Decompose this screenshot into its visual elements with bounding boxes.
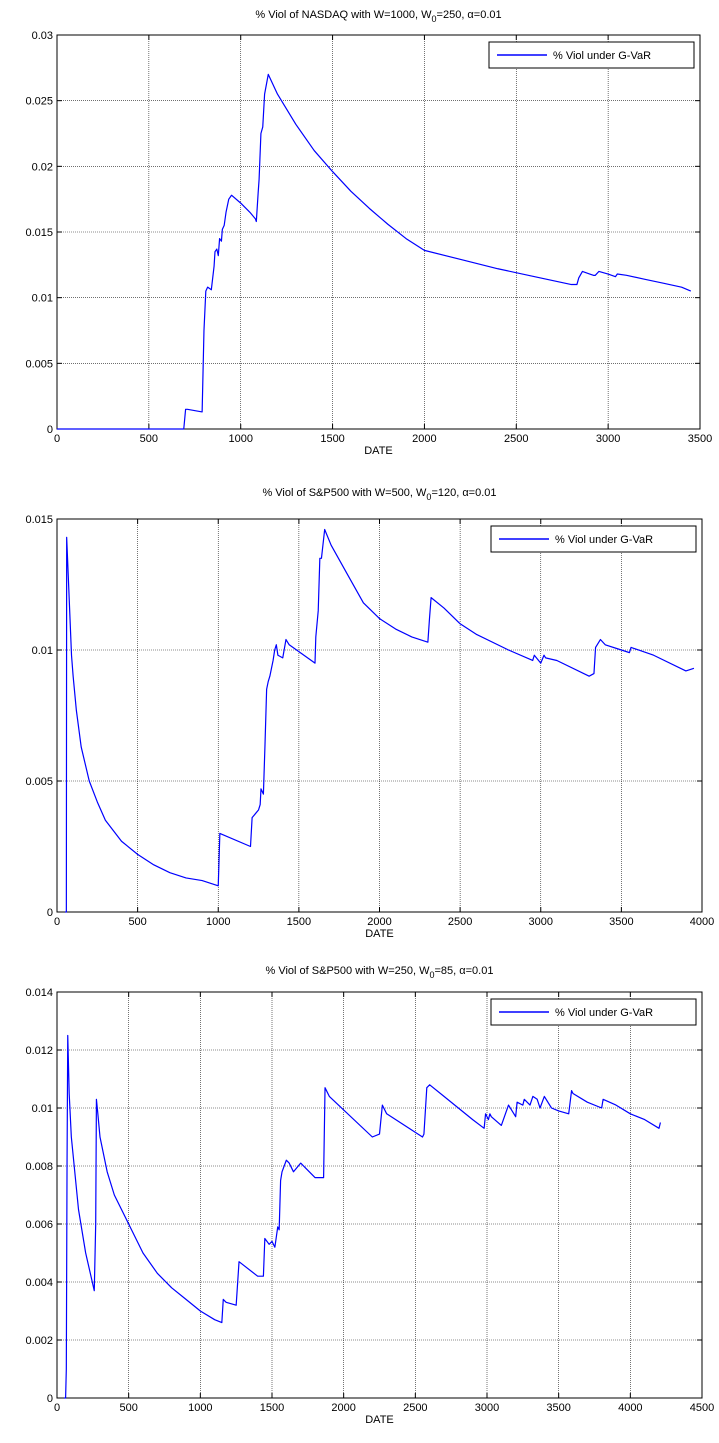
y-tick-label: 0.006 bbox=[25, 1219, 53, 1231]
x-tick-label: 2000 bbox=[331, 1402, 355, 1414]
x-tick-label: 0 bbox=[54, 1402, 60, 1414]
chart-title-subscript: 0 bbox=[432, 14, 437, 24]
x-tick-label: 500 bbox=[119, 1402, 137, 1414]
chart-panel-sp500-w250: 0 500 1000 1500 2000 2500 3000 3500 4000 4500 0 0.0… bbox=[0, 956, 719, 1438]
x-tick-label: 4500 bbox=[690, 1402, 714, 1414]
x-axis-label: DATE bbox=[364, 445, 393, 457]
x-tick-label: 0 bbox=[54, 433, 60, 445]
plot-area bbox=[57, 35, 700, 429]
legend-label: % Viol under G-VaR bbox=[555, 534, 653, 546]
y-tick-label: 0.03 bbox=[32, 30, 53, 42]
x-tick-label: 1000 bbox=[228, 433, 252, 445]
y-tick-label: 0.005 bbox=[25, 776, 53, 788]
x-axis-label: DATE bbox=[365, 928, 394, 940]
chart-title-rest: =250, α=0.01 bbox=[437, 9, 502, 21]
chart-panel-nasdaq-w1000: 0 500 1000 1500 2000 2500 3000 3500 0 0.005 0.01 0.… bbox=[0, 0, 719, 478]
x-tick-label: 3000 bbox=[529, 916, 553, 928]
chart-title-main: % Viol of S&P500 with W=500, W bbox=[262, 487, 427, 499]
chart-title-subscript: 0 bbox=[429, 970, 434, 980]
x-tick-label: 1000 bbox=[206, 916, 230, 928]
y-tick-label: 0.02 bbox=[32, 161, 53, 173]
chart-title-rest: =120, α=0.01 bbox=[431, 487, 496, 499]
y-tick-label: 0.005 bbox=[25, 358, 53, 370]
x-tick-label: 3000 bbox=[596, 433, 620, 445]
y-tick-label: 0.015 bbox=[25, 514, 53, 526]
chart-title-main: % Viol of S&P500 with W=250, W bbox=[266, 965, 431, 977]
x-tick-label: 500 bbox=[140, 433, 158, 445]
x-tick-label: 2500 bbox=[448, 916, 472, 928]
chart-panel-sp500-w500: 0 500 1000 1500 2000 2500 3000 3500 4000 0 0.005 0.… bbox=[0, 478, 719, 956]
y-tick-label: 0.025 bbox=[25, 96, 53, 108]
chart-title: % Viol of S&P500 with W=500, W0=120, α=0… bbox=[262, 487, 496, 502]
x-tick-label: 4000 bbox=[690, 916, 714, 928]
y-tick-label: 0 bbox=[47, 907, 53, 919]
x-tick-label: 3500 bbox=[609, 916, 633, 928]
y-tick-label: 0 bbox=[47, 1393, 53, 1405]
x-tick-label: 3500 bbox=[688, 433, 712, 445]
legend-label: % Viol under G-VaR bbox=[555, 1007, 653, 1019]
x-axis-label: DATE bbox=[365, 1414, 394, 1426]
axes-frame bbox=[56, 991, 703, 1399]
chart-title-main: % Viol of NASDAQ with W=1000, W bbox=[255, 9, 432, 21]
x-tick-label: 3000 bbox=[475, 1402, 499, 1414]
x-tick-label: 2000 bbox=[367, 916, 391, 928]
y-tick-label: 0.004 bbox=[25, 1277, 53, 1289]
x-tick-label: 2500 bbox=[504, 433, 528, 445]
chart-title-subscript: 0 bbox=[426, 492, 431, 502]
legend: % Viol under G-VaR bbox=[488, 41, 695, 69]
plot-area bbox=[57, 992, 702, 1398]
y-tick-label: 0.015 bbox=[25, 227, 53, 239]
chart-title: % Viol of S&P500 with W=250, W0=85, α=0.… bbox=[266, 965, 494, 980]
chart-svg: 0 500 1000 1500 2000 2500 3000 3500 4000 0 0.005 0.… bbox=[25, 487, 714, 940]
y-tick-label: 0.002 bbox=[25, 1335, 53, 1347]
chart-title: % Viol of NASDAQ with W=1000, W0=250, α=… bbox=[255, 9, 501, 24]
x-tick-label: 1000 bbox=[188, 1402, 212, 1414]
y-tick-label: 0.01 bbox=[32, 1103, 53, 1115]
x-tick-label: 500 bbox=[128, 916, 146, 928]
y-tick-label: 0.008 bbox=[25, 1161, 53, 1173]
legend-box bbox=[490, 525, 697, 553]
chart-svg: 0 500 1000 1500 2000 2500 3000 3500 0 0.005 0.01 0.… bbox=[25, 9, 712, 457]
x-tick-label: 4000 bbox=[618, 1402, 642, 1414]
y-tick-label: 0.014 bbox=[25, 987, 53, 999]
series-line bbox=[64, 1034, 662, 1399]
y-tick-label: 0 bbox=[47, 424, 53, 436]
x-tick-label: 1500 bbox=[320, 433, 344, 445]
series-line bbox=[65, 528, 695, 913]
y-tick-label: 0.012 bbox=[25, 1045, 53, 1057]
legend-label: % Viol under G-VaR bbox=[553, 50, 651, 62]
legend: % Viol under G-VaR bbox=[490, 525, 697, 553]
x-tick-label: 2500 bbox=[403, 1402, 427, 1414]
y-tick-label: 0.01 bbox=[32, 645, 53, 657]
y-tick-label: 0.01 bbox=[32, 293, 53, 305]
x-tick-label: 3500 bbox=[546, 1402, 570, 1414]
series-line bbox=[57, 73, 692, 430]
x-tick-label: 2000 bbox=[412, 433, 436, 445]
chart-title-rest: =85, α=0.01 bbox=[435, 965, 494, 977]
x-tick-label: 1500 bbox=[260, 1402, 284, 1414]
chart-svg: 0 500 1000 1500 2000 2500 3000 3500 4000 4500 0 0.0… bbox=[25, 965, 714, 1426]
x-tick-label: 1500 bbox=[287, 916, 311, 928]
x-tick-label: 0 bbox=[54, 916, 60, 928]
legend: % Viol under G-VaR bbox=[490, 998, 697, 1026]
